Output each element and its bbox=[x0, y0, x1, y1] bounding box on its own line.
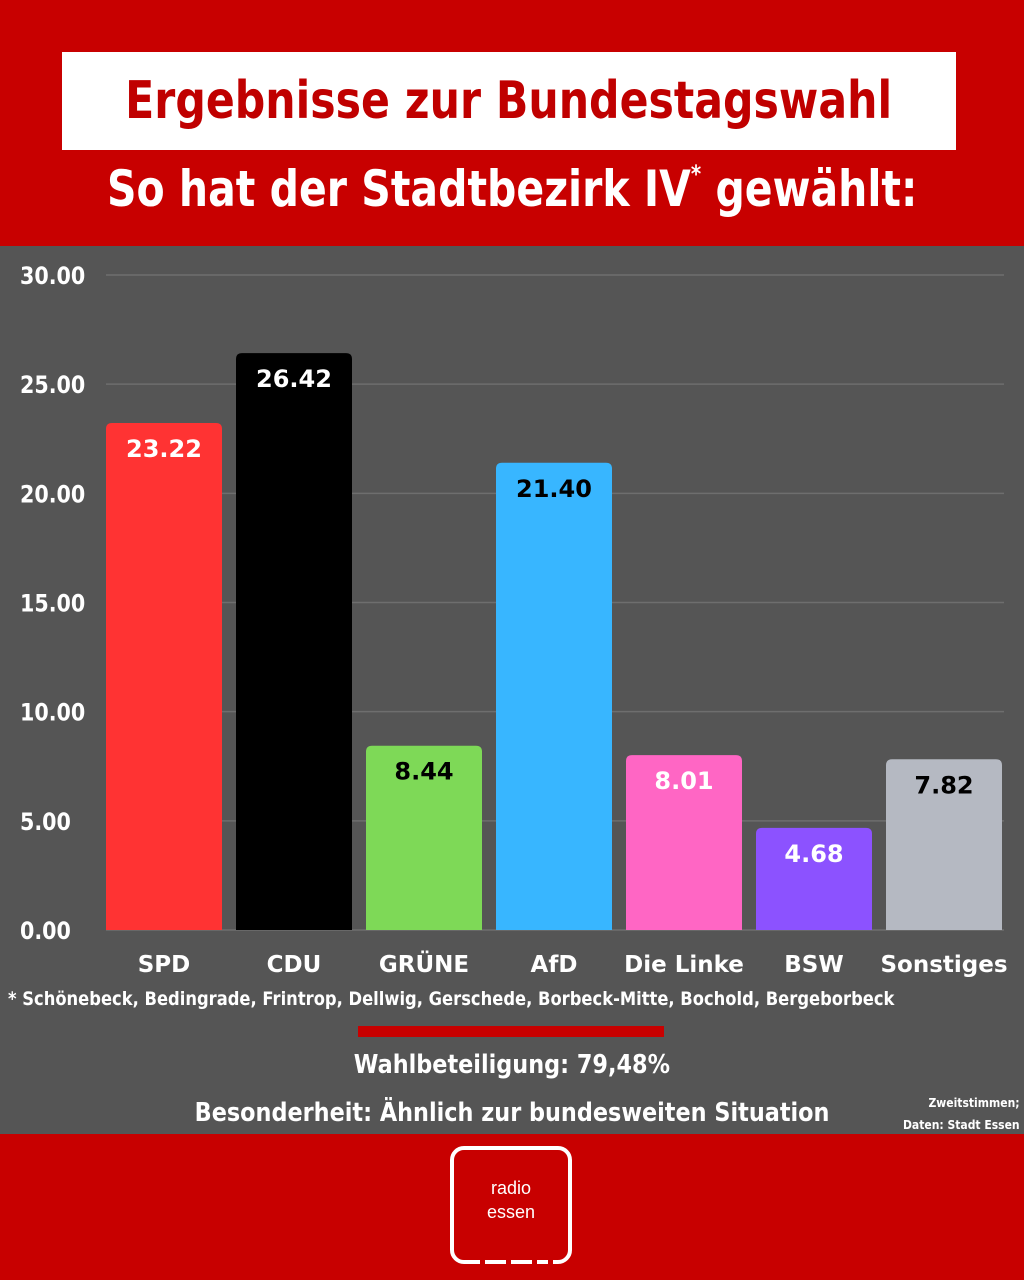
logo-line-1: radio bbox=[490, 1178, 532, 1198]
page-title: Ergebnisse zur Bundestagswahl bbox=[125, 71, 893, 131]
y-tick-label: 30.00 bbox=[20, 263, 85, 291]
title-box: Ergebnisse zur Bundestagswahl bbox=[62, 52, 956, 150]
turnout-text: Wahlbeteiligung: 79,48% bbox=[353, 1050, 671, 1080]
subtitle-footnote-mark: * bbox=[690, 160, 701, 189]
category-label: AfD bbox=[531, 952, 578, 978]
bar-die-linke bbox=[626, 755, 742, 930]
bar-afd bbox=[496, 462, 612, 930]
turnout-line: Wahlbeteiligung: 79,48% bbox=[0, 1050, 1024, 1080]
category-label: Sonstiges bbox=[880, 952, 1007, 978]
category-label: GRÜNE bbox=[379, 950, 469, 978]
bar-bsw bbox=[756, 827, 872, 930]
category-label: Die Linke bbox=[624, 952, 744, 978]
chart-panel: 0.00 5.00 10.00 15.00 20.00 25.00 30.00 23.22 SP… bbox=[0, 246, 1024, 1134]
bar-cdu bbox=[236, 353, 352, 930]
data-label: 7.82 bbox=[914, 771, 973, 799]
bar-chart: 0.00 5.00 10.00 15.00 20.00 25.00 30.00 23.22 SP… bbox=[20, 263, 1008, 978]
bar-grüne bbox=[366, 745, 482, 930]
data-label: 26.42 bbox=[256, 365, 332, 393]
subtitle: So hat der Stadtbezirk IV* gewählt: bbox=[0, 160, 1024, 218]
y-tick-label: 5.00 bbox=[20, 808, 71, 836]
y-tick-label: 10.00 bbox=[20, 699, 85, 727]
logo-line-2: essen bbox=[486, 1202, 536, 1222]
y-tick-label: 15.00 bbox=[20, 590, 85, 618]
y-tick-label: 0.00 bbox=[20, 918, 71, 946]
data-label: 21.40 bbox=[516, 475, 592, 503]
source-line-2: Daten: Stadt Essen bbox=[903, 1118, 1020, 1132]
data-label: 8.01 bbox=[654, 767, 713, 795]
separator-bar bbox=[358, 1026, 664, 1037]
data-label: 23.22 bbox=[126, 435, 202, 463]
bar-spd bbox=[106, 423, 222, 930]
logo-ticks bbox=[470, 1252, 553, 1264]
footnote: * Schönebeck, Bedingrade, Frintrop, Dell… bbox=[8, 988, 895, 1010]
bar-sonstiges bbox=[886, 759, 1002, 930]
y-tick-label: 20.00 bbox=[20, 481, 85, 509]
source-line-1: Zweitstimmen; bbox=[928, 1096, 1020, 1110]
category-label: BSW bbox=[784, 952, 843, 978]
y-tick-label: 25.00 bbox=[20, 372, 85, 400]
subtitle-end: gewählt: bbox=[700, 160, 918, 218]
special-line: Besonderheit: Ähnlich zur bundesweiten S… bbox=[0, 1098, 1024, 1128]
subtitle-main: So hat der Stadtbezirk IV bbox=[106, 160, 691, 218]
data-label: 8.44 bbox=[394, 758, 453, 786]
data-label: 4.68 bbox=[784, 840, 843, 868]
category-label: SPD bbox=[138, 952, 191, 978]
special-text: Besonderheit: Ähnlich zur bundesweiten S… bbox=[194, 1098, 830, 1128]
header: Ergebnisse zur Bundestagswahl So hat der… bbox=[0, 0, 1024, 246]
category-label: CDU bbox=[267, 952, 322, 978]
source-note: Zweitstimmen; Daten: Stadt Essen bbox=[890, 1092, 1020, 1136]
radio-essen-logo: radio essen bbox=[450, 1146, 572, 1264]
